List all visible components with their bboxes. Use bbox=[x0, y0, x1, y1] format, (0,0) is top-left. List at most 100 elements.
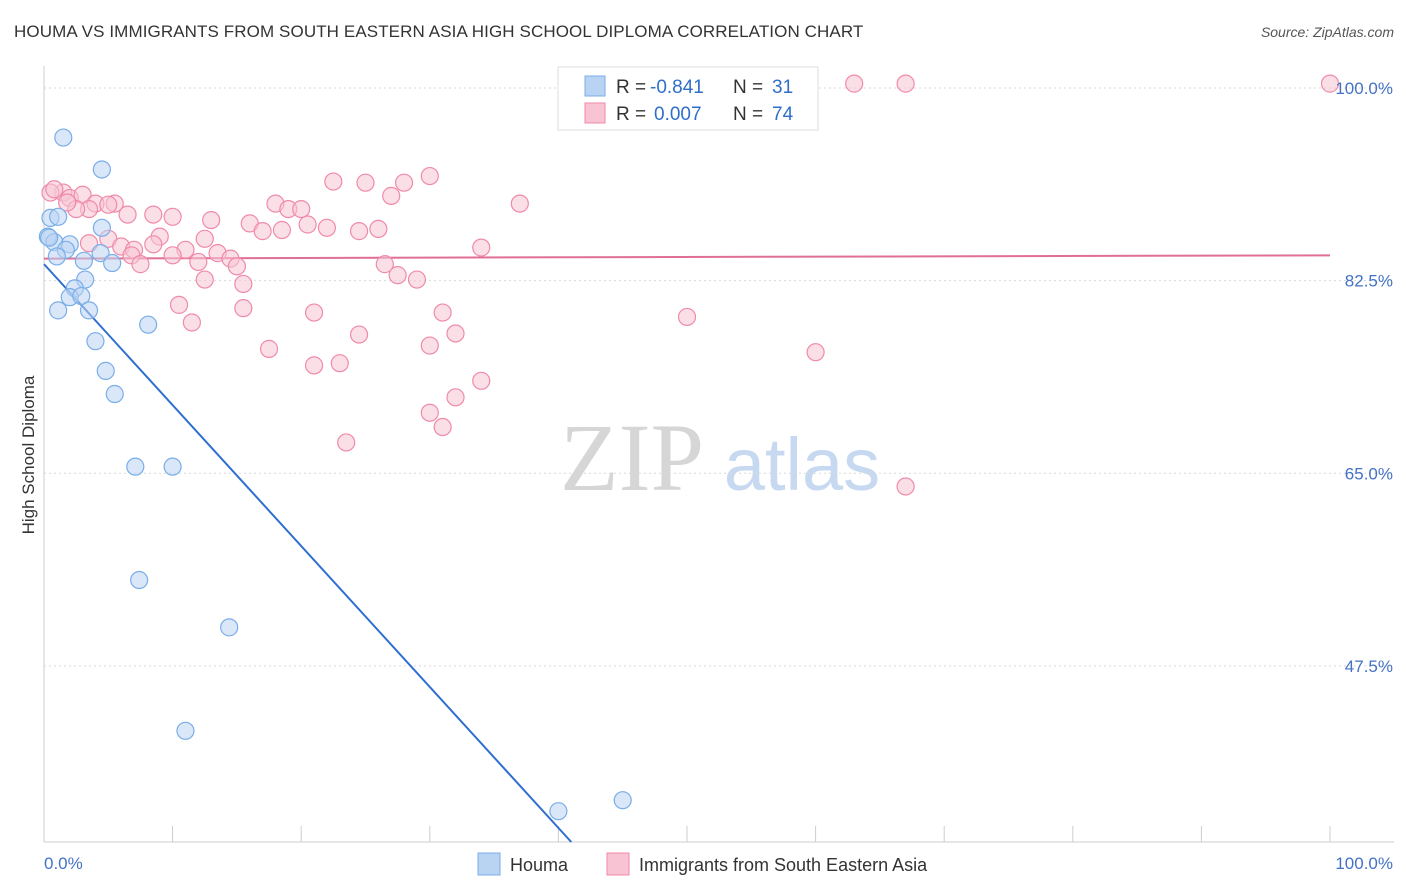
point-s1-37 bbox=[79, 234, 99, 253]
point-s1-50 bbox=[407, 270, 427, 289]
trend-lines bbox=[43, 254, 1331, 843]
y-axis-title: High School Diploma bbox=[19, 375, 38, 534]
point-s1-29 bbox=[349, 222, 369, 241]
legend-r-label-houma: R = bbox=[616, 77, 646, 98]
bottom-legend-swatch-immigrants bbox=[606, 852, 630, 876]
point-s0-19 bbox=[96, 361, 115, 380]
point-s1-55 bbox=[304, 303, 324, 322]
legend-swatch-immigrants bbox=[584, 102, 606, 124]
point-s0-10 bbox=[103, 253, 122, 273]
chart-source: Source: ZipAtlas.com bbox=[1260, 24, 1394, 40]
point-s1-71 bbox=[896, 477, 915, 496]
point-s1-4 bbox=[324, 172, 343, 191]
point-s1-59 bbox=[349, 325, 369, 344]
trend-line-0 bbox=[43, 263, 572, 843]
legend-r-value-houma: -0.841 bbox=[650, 77, 704, 98]
point-s1-28 bbox=[369, 219, 388, 239]
point-s1-20 bbox=[58, 193, 77, 212]
point-s0-24 bbox=[220, 618, 239, 637]
point-s1-57 bbox=[677, 307, 697, 327]
point-s1-1 bbox=[896, 74, 915, 93]
point-s1-49 bbox=[388, 266, 407, 285]
point-s0-26 bbox=[549, 802, 568, 821]
point-s1-17 bbox=[292, 199, 311, 219]
bottom-legend-swatch-houma bbox=[477, 852, 501, 876]
point-s1-52 bbox=[234, 274, 253, 294]
point-s0-28 bbox=[92, 160, 111, 179]
point-s1-62 bbox=[259, 339, 279, 358]
x-tick-label-0: 0.0% bbox=[44, 854, 83, 873]
point-s0-7 bbox=[91, 244, 110, 263]
bottom-legend-label-houma: Houma bbox=[510, 855, 569, 875]
point-s1-60 bbox=[446, 324, 465, 343]
bottom-legend-label-immigrants: Immigrants from South Eastern Asia bbox=[639, 855, 928, 875]
point-s0-30 bbox=[40, 228, 59, 247]
point-s0-16 bbox=[79, 301, 99, 320]
point-s1-27 bbox=[317, 218, 337, 237]
point-s1-56 bbox=[433, 303, 452, 322]
point-s0-9 bbox=[74, 251, 93, 270]
point-s1-73 bbox=[99, 195, 118, 214]
x-tick-labels: 0.0% 100.0% bbox=[44, 854, 1393, 873]
point-s1-46 bbox=[227, 257, 246, 276]
legend-r-value-immigrants: 0.007 bbox=[654, 104, 702, 125]
point-s0-23 bbox=[130, 570, 149, 590]
point-s0-0 bbox=[54, 128, 73, 147]
point-s1-70 bbox=[337, 433, 356, 452]
legend-n-value-houma: 31 bbox=[772, 77, 793, 98]
point-s1-26 bbox=[298, 215, 317, 234]
point-s1-67 bbox=[446, 388, 465, 407]
legend-n-label-houma: N = bbox=[733, 77, 763, 98]
point-s1-16 bbox=[510, 194, 529, 213]
point-s1-53 bbox=[169, 295, 189, 314]
point-s0-22 bbox=[163, 457, 182, 476]
y-tick-label-0: 100.0% bbox=[1335, 79, 1393, 98]
point-s1-2 bbox=[1320, 74, 1340, 93]
point-s1-68 bbox=[420, 403, 439, 422]
point-s1-58 bbox=[182, 313, 201, 332]
watermark: ZIP atlas bbox=[560, 404, 880, 511]
point-s0-15 bbox=[49, 301, 68, 320]
point-s1-64 bbox=[330, 354, 349, 373]
y-tick-label-1: 82.5% bbox=[1345, 272, 1393, 291]
point-s1-66 bbox=[472, 371, 491, 390]
point-s0-21 bbox=[126, 457, 145, 476]
point-s1-31 bbox=[253, 222, 272, 241]
point-s1-22 bbox=[144, 205, 163, 224]
y-tick-label-2: 65.0% bbox=[1345, 464, 1393, 483]
point-s0-29 bbox=[49, 207, 68, 226]
point-s0-17 bbox=[139, 315, 158, 334]
watermark-atlas: atlas bbox=[724, 423, 880, 506]
point-s0-27 bbox=[613, 791, 632, 810]
point-s1-61 bbox=[420, 336, 439, 355]
legend: R = -0.841 N = 31 R = 0.007 N = 74 bbox=[557, 66, 819, 131]
point-s1-51 bbox=[195, 270, 214, 289]
point-s1-30 bbox=[272, 220, 292, 240]
watermark-zip: ZIP bbox=[560, 404, 704, 511]
point-s1-65 bbox=[304, 356, 324, 375]
point-s0-18 bbox=[86, 332, 105, 351]
trend-line-1 bbox=[43, 254, 1331, 260]
point-s0-25 bbox=[176, 721, 195, 740]
point-s0-14 bbox=[72, 286, 91, 306]
point-s1-32 bbox=[195, 229, 214, 248]
point-s1-47 bbox=[375, 255, 394, 274]
point-s1-42 bbox=[163, 246, 182, 265]
point-s0-20 bbox=[105, 384, 124, 404]
x-tick-label-1: 100.0% bbox=[1335, 854, 1393, 873]
chart-title: HOUMA VS IMMIGRANTS FROM SOUTH EASTERN A… bbox=[14, 22, 864, 41]
legend-swatch-houma bbox=[584, 75, 606, 97]
point-s1-5 bbox=[356, 173, 375, 192]
point-s1-63 bbox=[806, 343, 825, 362]
point-s1-21 bbox=[118, 205, 137, 224]
data-points bbox=[38, 74, 1340, 821]
point-s1-35 bbox=[144, 235, 163, 254]
bottom-legend: Houma Immigrants from South Eastern Asia bbox=[477, 852, 928, 876]
point-s1-6 bbox=[394, 173, 414, 192]
gridlines bbox=[44, 87, 1394, 667]
point-s1-23 bbox=[163, 207, 182, 226]
point-s1-54 bbox=[234, 299, 253, 318]
point-s1-24 bbox=[202, 210, 221, 230]
point-s1-44 bbox=[189, 252, 208, 272]
